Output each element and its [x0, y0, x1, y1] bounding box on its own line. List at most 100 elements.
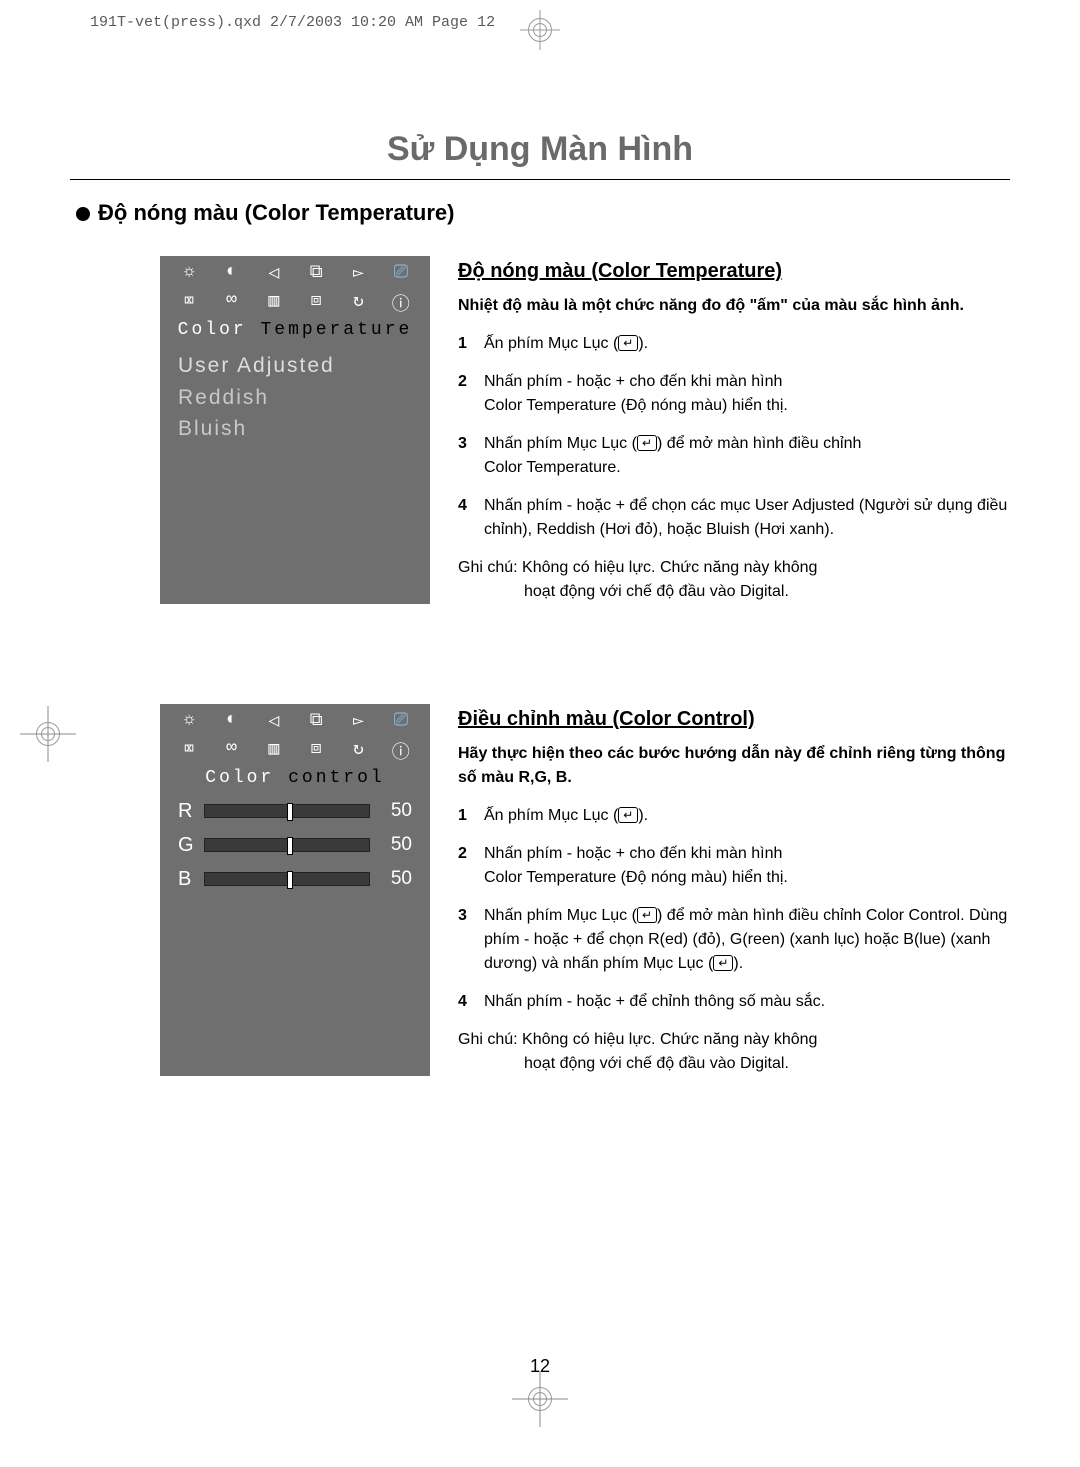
lock-icon: ⌧: [176, 290, 202, 316]
recall-icon: ∞: [218, 290, 244, 316]
step-text: Nhấn phím Mục Lục (: [484, 435, 637, 452]
enter-key-icon: ↵: [637, 907, 657, 923]
enter-key-icon: ↵: [713, 955, 733, 971]
text-column-control: Điều chỉnh màu (Color Control) Hãy thực …: [458, 704, 1010, 1076]
osd-menu-title-left-2: Color: [205, 768, 274, 788]
osd-menu-title-right: Temperature: [261, 320, 413, 340]
osd-menu-title-right-2: control: [288, 768, 385, 788]
step-1b: 1 Ấn phím Mục Lục (↵).: [458, 804, 1010, 828]
section-heading-text: Độ nóng màu (Color Temperature): [98, 200, 455, 225]
osd-menu-title-left: Color: [178, 320, 247, 340]
osd-menu-color-control: ☼ ◐ ◁ ⧉ ▻ ⎚ ⌧ ∞ ▥ ⧈ ↻ ⓘ Color control R: [160, 704, 430, 1076]
step-suffix: ).: [638, 807, 648, 824]
geometry-icon: ⧉: [303, 710, 329, 732]
step-detail: Color Temperature (Độ nóng màu) hiển thị…: [484, 869, 788, 886]
step-suffix: ) để mở màn hình điều chỉnh: [657, 435, 861, 452]
reset-icon: ↻: [345, 738, 371, 764]
channel-label-g: G: [178, 830, 204, 860]
osd-menu-title: Color Temperature: [160, 316, 430, 344]
brightness-icon: ☼: [176, 710, 202, 732]
color-temp-icon: ⎚: [388, 262, 414, 284]
osd-icon: ⧈: [303, 290, 329, 316]
geometry-icon: ⧉: [303, 262, 329, 284]
section-color-control: ☼ ◐ ◁ ⧉ ▻ ⎚ ⌧ ∞ ▥ ⧈ ↻ ⓘ Color control R: [160, 704, 1010, 1076]
section-color-temperature: ☼ ◐ ◁ ⧉ ▻ ⎚ ⌧ ∞ ▥ ⧈ ↻ ⓘ Color Temperatur…: [160, 256, 1010, 604]
osd-menu-color-temperature: ☼ ◐ ◁ ⧉ ▻ ⎚ ⌧ ∞ ▥ ⧈ ↻ ⓘ Color Temperatur…: [160, 256, 430, 604]
slider-row-b: B 50: [178, 862, 412, 896]
step-3: 3 Nhấn phím Mục Lục (↵) để mở màn hình đ…: [458, 432, 1010, 480]
contrast-icon: ◐: [218, 710, 244, 732]
osd-icon-row-2: ⌧ ∞ ▥ ⧈ ↻ ⓘ: [160, 284, 430, 316]
slider-track-r: [204, 804, 370, 818]
contrast-icon: ◐: [218, 262, 244, 284]
enter-key-icon: ↵: [637, 435, 657, 451]
step-text: Ấn phím Mục Lục (: [484, 807, 618, 824]
step-number: 2: [458, 842, 467, 866]
print-header: 191T-vet(press).qxd 2/7/2003 10:20 AM Pa…: [90, 14, 495, 31]
step-text: Nhấn phím - hoặc + cho đến khi màn hình: [484, 373, 782, 390]
note-control: Ghi chú: Không có hiệu lực. Chức năng nà…: [458, 1028, 1010, 1076]
text-column-temperature: Độ nóng màu (Color Temperature) Nhiệt độ…: [458, 256, 1010, 604]
step-number: 1: [458, 804, 467, 828]
info-icon: ⓘ: [388, 290, 414, 316]
expand-icon: ▻: [345, 710, 371, 732]
intro-temperature: Nhiệt độ màu là một chức năng đo độ "ấm"…: [458, 294, 1010, 318]
note-line2b: hoạt động với chế độ đầu vào Digital.: [458, 1055, 789, 1072]
slider-row-g: G 50: [178, 828, 412, 862]
crop-mark-left: [20, 706, 76, 762]
step-text: Nhấn phím - hoặc + cho đến khi màn hình: [484, 845, 782, 862]
osd-icon: ⧈: [303, 738, 329, 764]
osd-item-reddish: Reddish: [178, 382, 412, 414]
step-3b: 3 Nhấn phím Mục Lục (↵) để mở màn hình đ…: [458, 904, 1010, 976]
step-1: 1 Ấn phím Mục Lục (↵).: [458, 332, 1010, 356]
channel-value-g: 50: [380, 831, 412, 860]
intro-control: Hãy thực hiện theo các bước hướng dẫn nà…: [458, 742, 1010, 790]
note-line1b: Ghi chú: Không có hiệu lực. Chức năng nà…: [458, 1031, 817, 1048]
step-number: 1: [458, 332, 467, 356]
page-content: Sử Dụng Màn Hình Độ nóng màu (Color Temp…: [70, 70, 1010, 1397]
step-2: 2 Nhấn phím - hoặc + cho đến khi màn hìn…: [458, 370, 1010, 418]
recall-icon: ∞: [218, 738, 244, 764]
slider-handle-b: [287, 871, 293, 889]
channel-label-b: B: [178, 864, 204, 894]
expand-icon: ▻: [345, 262, 371, 284]
slider-track-g: [204, 838, 370, 852]
osd-menu-title-2: Color control: [160, 764, 430, 792]
slider-handle-r: [287, 803, 293, 821]
color-temp-icon: ⎚: [388, 710, 414, 732]
step-text: Nhấn phím - hoặc + để chỉnh thông số màu…: [484, 993, 825, 1010]
lock-icon: ⌧: [176, 738, 202, 764]
step-number: 4: [458, 494, 467, 518]
step-2b: 2 Nhấn phím - hoặc + cho đến khi màn hìn…: [458, 842, 1010, 890]
step-detail: Color Temperature.: [484, 459, 621, 476]
step-4b: 4 Nhấn phím - hoặc + để chỉnh thông số m…: [458, 990, 1010, 1014]
hposition-icon: ◁: [261, 710, 287, 732]
step-number: 4: [458, 990, 467, 1014]
sub-heading-control: Điều chỉnh màu (Color Control): [458, 704, 1010, 734]
osd-item-user-adjusted: User Adjusted: [178, 350, 412, 382]
brightness-icon: ☼: [176, 262, 202, 284]
osd-icon-row-1b: ☼ ◐ ◁ ⧉ ▻ ⎚: [160, 704, 430, 732]
reset-icon: ↻: [345, 290, 371, 316]
note-line2: hoạt động với chế độ đầu vào Digital.: [458, 583, 789, 600]
step-text: Nhấn phím Mục Lục (: [484, 907, 637, 924]
color-control-icon: ▥: [261, 290, 287, 316]
step-text: Nhấn phím - hoặc + để chọn các mục User …: [484, 497, 1007, 538]
page-title: Sử Dụng Màn Hình: [70, 130, 1010, 180]
sub-heading-temperature: Độ nóng màu (Color Temperature): [458, 256, 1010, 286]
channel-label-r: R: [178, 796, 204, 826]
osd-item-bluish: Bluish: [178, 413, 412, 445]
color-control-icon: ▥: [261, 738, 287, 764]
step-suffix2: ).: [733, 955, 743, 972]
enter-key-icon: ↵: [618, 335, 638, 351]
note-line1: Ghi chú: Không có hiệu lực. Chức năng nà…: [458, 559, 817, 576]
slider-track-b: [204, 872, 370, 886]
enter-key-icon: ↵: [618, 807, 638, 823]
bullet-icon: [76, 207, 90, 221]
page-number: 12: [530, 1356, 550, 1377]
channel-value-r: 50: [380, 797, 412, 826]
hposition-icon: ◁: [261, 262, 287, 284]
step-4: 4 Nhấn phím - hoặc + để chọn các mục Use…: [458, 494, 1010, 542]
step-text: Ấn phím Mục Lục (: [484, 335, 618, 352]
step-number: 2: [458, 370, 467, 394]
